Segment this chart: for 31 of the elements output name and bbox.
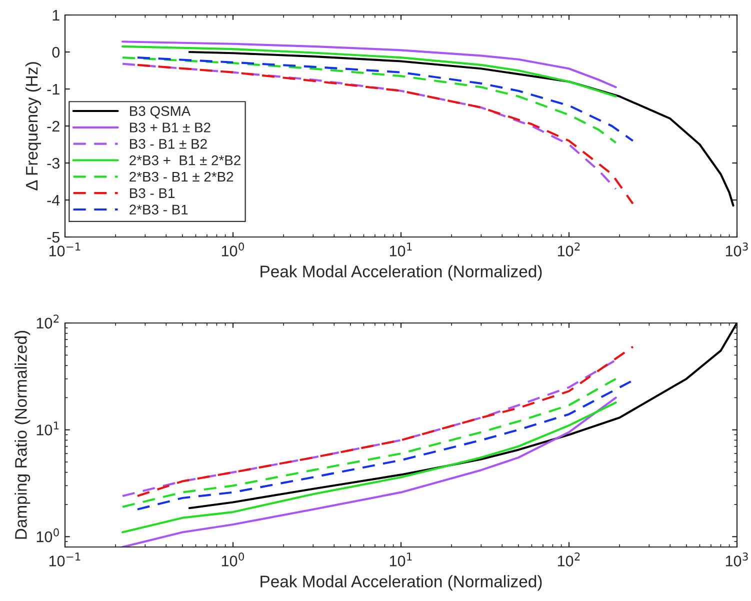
y-tick-label: -3 (47, 158, 60, 169)
x-tick-label: 10$^{3}$ (726, 552, 748, 566)
x-axis-title: Peak Modal Acceleration (Normalized) (260, 265, 542, 281)
x-axis-title: Peak Modal Acceleration (Normalized) (260, 575, 542, 591)
x-tick-label: 10$^{0}$ (222, 242, 244, 256)
y-axis-title: Δ Frequency (Hz) (25, 62, 41, 190)
x-tick-label: 10$^{3}$ (726, 242, 748, 256)
legend-label: B3 - B1 ± B2 (130, 138, 207, 149)
legend-label: 2*B3 - B1 (130, 204, 188, 215)
y-tick-label: 10$^{1}$ (36, 422, 59, 436)
y-tick-label: -2 (47, 120, 60, 132)
y-tick-label: -5 (47, 232, 60, 243)
legend-label: B3 + B1 ± B2 (130, 122, 210, 132)
x-tick-label: 10$^{2}$ (558, 552, 580, 566)
x-tick-label: 10$^{−1}$ (49, 552, 80, 566)
y-tick-label: 0 (52, 46, 60, 58)
y-tick-label: 1 (52, 10, 60, 21)
x-tick-label: 10$^{1}$ (390, 242, 412, 256)
x-tick-label: 10$^{1}$ (390, 552, 412, 566)
x-tick-label: 10$^{2}$ (558, 242, 580, 256)
y-tick-label: 10$^{2}$ (36, 314, 59, 329)
legend-label: 2*B3 + B1 ± 2*B2 (130, 155, 240, 166)
x-tick-label: 10$^{0}$ (222, 552, 244, 566)
legend-label: B3 QSMA (130, 106, 191, 118)
y-axis-title: Damping Ratio (Normalized) (14, 330, 30, 539)
y-tick-label: -1 (47, 84, 60, 95)
legend-label: B3 - B1 (130, 188, 175, 198)
legend-label: 2*B3 - B1 ± 2*B2 (130, 172, 234, 182)
y-tick-label: 10$^{0}$ (36, 528, 59, 542)
x-tick-label: 10$^{−1}$ (49, 242, 80, 256)
y-tick-label: -4 (47, 195, 60, 206)
